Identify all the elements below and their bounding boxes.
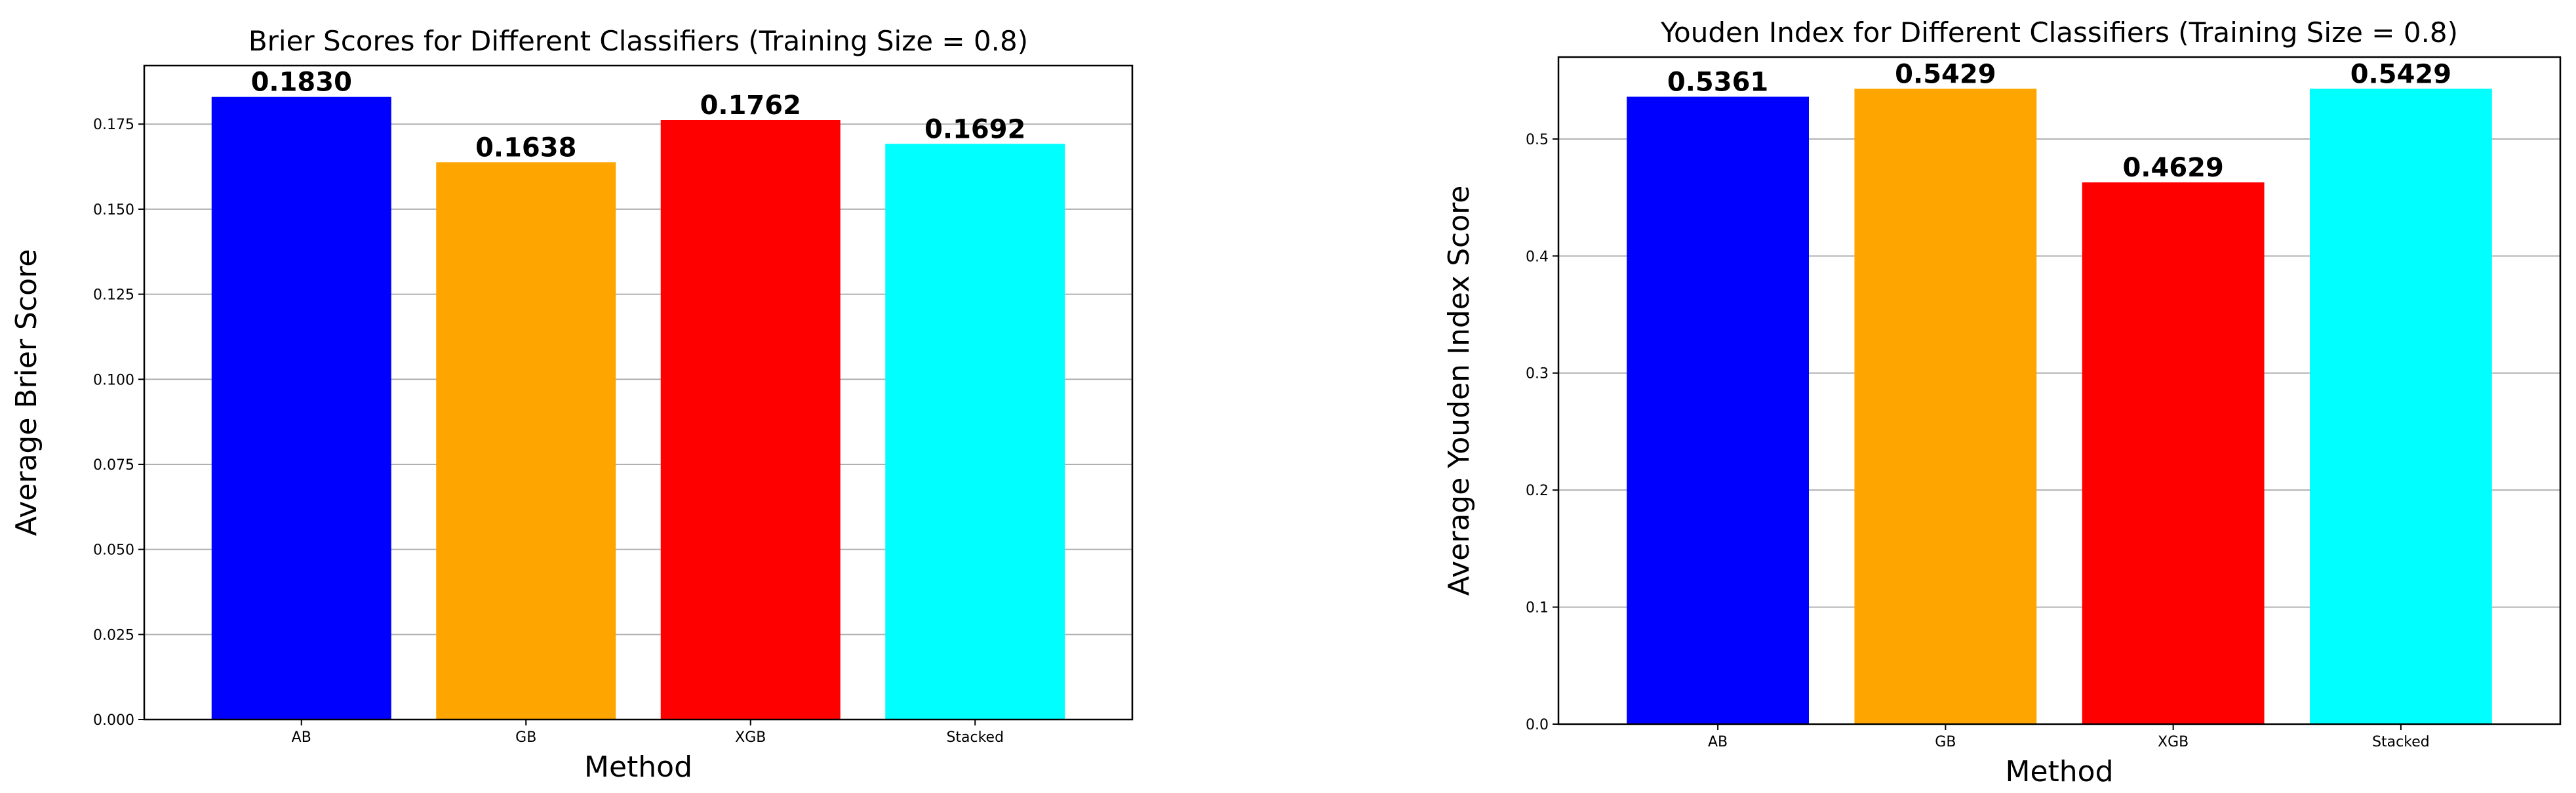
chart-title: Brier Scores for Different Classifiers (… bbox=[248, 25, 1028, 57]
y-tick-label: 0.025 bbox=[93, 627, 134, 643]
y-axis-label: Average Youden Index Score bbox=[1442, 186, 1476, 596]
bar-value-label: 0.1830 bbox=[251, 68, 352, 98]
bar-value-label: 0.5429 bbox=[1895, 59, 1996, 89]
x-axis-label: Method bbox=[584, 750, 692, 784]
y-tick-label: 0.125 bbox=[93, 287, 134, 304]
bar-value-label: 0.5429 bbox=[2350, 59, 2451, 89]
chart-title: Youden Index for Different Classifiers (… bbox=[1660, 16, 2458, 49]
y-tick-label: 0.150 bbox=[93, 202, 134, 218]
chart-panel-2: 0.0 0.1 0.2 0.3 0.4 0.5 0.5361 AB 0.5429 GB 0.4629… bbox=[1442, 16, 2562, 788]
y-tick-label: 0.4 bbox=[1526, 249, 1549, 265]
bar-stacked bbox=[885, 144, 1065, 720]
plot-frame bbox=[143, 64, 1134, 721]
bar-ab bbox=[211, 96, 391, 720]
bar-xgb bbox=[2082, 182, 2265, 724]
bar-xgb bbox=[660, 119, 841, 720]
chart-panel-1: 0.000 0.025 0.050 0.075 0.100 0.125 0.150 0.175… bbox=[10, 25, 1134, 784]
x-tick-label: Stacked bbox=[946, 729, 1004, 746]
x-tick-label: XGB bbox=[2158, 734, 2189, 750]
bar-gb bbox=[436, 162, 616, 720]
bar-value-label: 0.1638 bbox=[475, 132, 576, 163]
bar-value-label: 0.5361 bbox=[1667, 67, 1768, 97]
bar-ab bbox=[1627, 96, 1809, 724]
y-tick-label: 0.000 bbox=[93, 712, 134, 729]
bar-stacked bbox=[2310, 89, 2492, 724]
y-tick-label: 0.0 bbox=[1526, 717, 1549, 733]
bar-value-label: 0.1692 bbox=[924, 114, 1025, 144]
y-tick-label: 0.050 bbox=[93, 542, 134, 559]
x-tick-label: GB bbox=[1935, 734, 1956, 750]
y-tick-label: 0.175 bbox=[93, 117, 134, 133]
y-tick-label: 0.1 bbox=[1526, 600, 1549, 617]
x-axis-label: Method bbox=[2005, 755, 2113, 788]
y-tick-label: 0.100 bbox=[93, 372, 134, 388]
y-tick-label: 0.5 bbox=[1526, 132, 1549, 148]
x-tick-label: XGB bbox=[735, 729, 766, 746]
x-tick-label: AB bbox=[292, 729, 311, 746]
bar-gb bbox=[1854, 89, 2037, 724]
y-tick-label: 0.075 bbox=[93, 457, 134, 474]
plot-frame bbox=[1557, 56, 2562, 725]
x-tick-label: AB bbox=[1708, 734, 1728, 750]
y-tick-label: 0.3 bbox=[1526, 366, 1549, 382]
bar-value-label: 0.1762 bbox=[700, 91, 801, 121]
x-tick-label: GB bbox=[515, 729, 536, 746]
y-tick-label: 0.2 bbox=[1526, 483, 1549, 499]
x-tick-label: Stacked bbox=[2372, 734, 2430, 750]
bar-value-label: 0.4629 bbox=[2122, 153, 2223, 183]
y-axis-label: Average Brier Score bbox=[10, 249, 43, 537]
